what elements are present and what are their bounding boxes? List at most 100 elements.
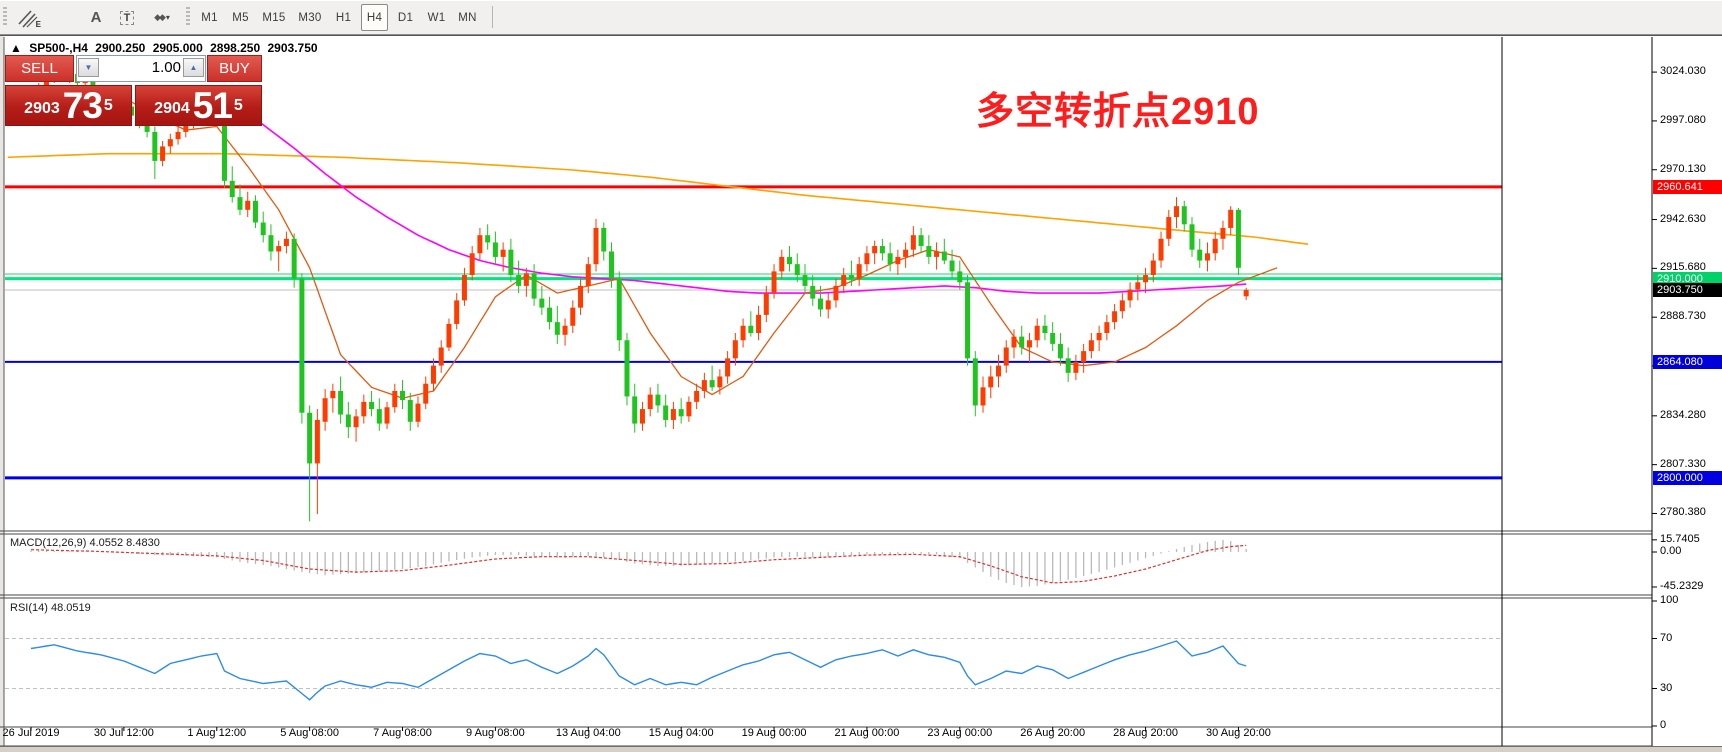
candle-body — [1235, 209, 1241, 268]
candle-body — [400, 390, 406, 401]
price-line-badge-2903.750: 2903.750 — [1653, 282, 1722, 297]
candle-body — [802, 275, 808, 286]
candle-body — [485, 235, 491, 243]
time-label: 19 Aug 00:00 — [741, 727, 807, 739]
time-label: 26 Jul 2019 — [2, 727, 60, 739]
candle-body — [601, 227, 607, 252]
timeframe-button-H1[interactable]: H1 — [335, 11, 352, 24]
candle-body — [949, 260, 955, 272]
timeframe-button-M30[interactable]: M30 — [298, 11, 322, 24]
macd-tick-label: -45.2329 — [1660, 579, 1704, 592]
candle-body — [934, 251, 940, 257]
candle-body — [283, 238, 289, 247]
volume-increase-button[interactable]: ▲ — [183, 58, 204, 77]
candle-body — [771, 271, 777, 294]
price-tick-label: 2942.630 — [1660, 212, 1706, 225]
candle-body — [523, 273, 529, 286]
price-line-badge-2864.080: 2864.080 — [1653, 354, 1722, 369]
candle-body — [578, 285, 584, 308]
volume-input[interactable]: 1.00 — [151, 59, 181, 76]
time-label: 7 Aug 08:00 — [373, 727, 432, 739]
sell-button[interactable]: SELL — [5, 55, 74, 82]
volume-decrease-button[interactable]: ▼ — [78, 58, 99, 77]
rsi-line — [30, 640, 1247, 701]
timeframe-button-M5[interactable]: M5 — [232, 11, 249, 24]
candle-body — [678, 409, 684, 417]
rsi-name: RSI(14) — [10, 602, 48, 614]
candle-body — [461, 275, 467, 301]
candle-body — [1197, 249, 1203, 261]
candle-body — [1181, 206, 1187, 225]
candle-body — [756, 314, 762, 334]
ask-small-digits: 2904 — [154, 100, 190, 117]
window-bottom-edge — [0, 746, 1722, 752]
collapse-arrow-icon[interactable]: ▲ — [10, 41, 22, 55]
candle-body — [245, 200, 251, 210]
equidistant-channel-icon[interactable]: E — [12, 4, 44, 31]
candle-body — [392, 390, 398, 408]
time-label: 13 Aug 04:00 — [555, 727, 621, 739]
toolbar-grip[interactable] — [3, 7, 7, 27]
ohlc-low: 2898.250 — [210, 41, 261, 55]
candle-body — [926, 246, 932, 257]
candle-body — [438, 347, 444, 366]
timeframe-grip[interactable] — [186, 7, 190, 27]
diamonds-glyph: ◆◆ — [154, 12, 166, 22]
candle-body — [663, 405, 669, 420]
price-line-badge-2800.000: 2800.000 — [1653, 470, 1722, 485]
candle-body — [1204, 253, 1210, 261]
candle-body — [345, 414, 351, 428]
candle-body — [709, 380, 715, 388]
candle-body — [996, 365, 1001, 377]
candle-body — [918, 235, 924, 247]
shapes-tool-icon[interactable]: ◆◆ ▾ — [144, 4, 180, 31]
candle-body — [856, 264, 862, 279]
ask-quote-button[interactable]: 2904 51 5 — [135, 85, 262, 126]
window-left-edge — [0, 36, 4, 747]
candle-body — [794, 264, 800, 276]
candle-body — [330, 390, 336, 399]
timeframe-button-M1[interactable]: M1 — [201, 11, 218, 24]
macd-label: MACD(12,26,9) 4.0552 8.4830 — [10, 537, 160, 549]
candle-body — [701, 380, 707, 391]
candle-body — [539, 298, 545, 308]
candle-body — [965, 282, 971, 359]
candle-body — [872, 246, 878, 254]
text-tool-icon[interactable]: A — [90, 9, 102, 26]
candle-body — [647, 394, 653, 410]
chevron-down-icon: ▾ — [165, 13, 170, 22]
candle-body — [376, 409, 382, 424]
timeframe-button-MN[interactable]: MN — [458, 11, 477, 24]
candle-body — [454, 300, 460, 324]
timeframe-button-D1[interactable]: D1 — [397, 11, 414, 24]
candle-body — [903, 249, 909, 257]
rsi-tick-label: 70 — [1660, 631, 1673, 644]
candle-body — [655, 394, 661, 406]
text-label-tool-icon[interactable]: T — [112, 4, 142, 31]
candle-body — [972, 358, 978, 406]
channel-sub-letter: E — [35, 20, 41, 29]
candle-body — [430, 365, 436, 384]
candle-body — [1228, 209, 1234, 228]
axis-ticks — [30, 71, 1657, 731]
timeframe-button-M15[interactable]: M15 — [262, 11, 286, 24]
chart-canvas[interactable] — [0, 36, 1722, 747]
ohlc-close: 2903.750 — [267, 41, 318, 55]
candle-body — [554, 322, 560, 335]
candle-body — [43, 79, 49, 87]
candle-body — [887, 253, 893, 265]
timeframe-button-W1[interactable]: W1 — [427, 11, 446, 24]
price-tick-label: 2888.730 — [1660, 310, 1706, 323]
bid-quote-button[interactable]: 2903 73 5 — [5, 85, 132, 126]
macd-name: MACD(12,26,9) — [10, 537, 87, 549]
one-click-trading-panel: SELL ▼ 1.00 ▲ BUY 2903 73 5 2904 51 5 — [5, 55, 262, 126]
timeframe-button-H4[interactable]: H4 — [361, 4, 388, 31]
candle-body — [1174, 206, 1180, 218]
macd-tick-label: 15.7405 — [1660, 532, 1700, 545]
label-T-glyph: T — [119, 10, 135, 25]
candle-body — [152, 131, 158, 161]
ohlc-high: 2905.000 — [152, 41, 203, 55]
toolbar-separator — [492, 6, 493, 28]
buy-button[interactable]: BUY — [207, 55, 262, 82]
